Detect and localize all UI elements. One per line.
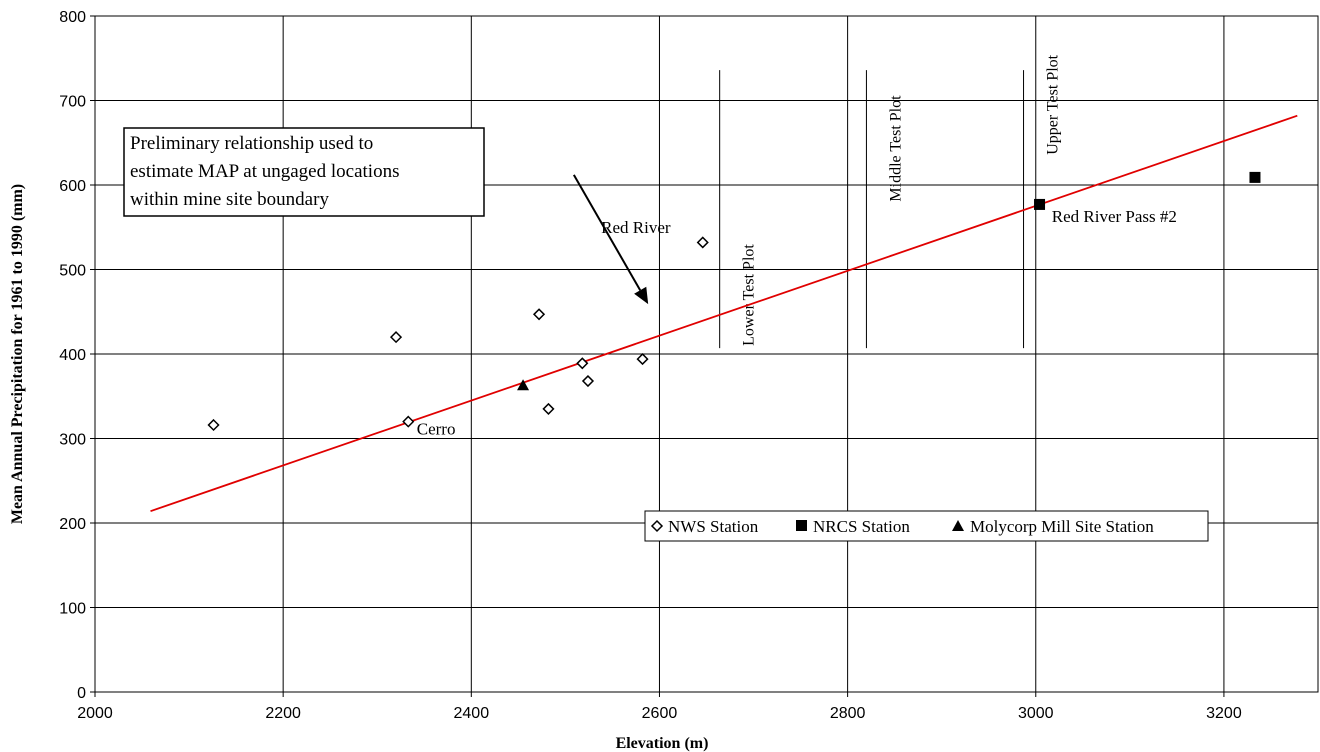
x-tick-label: 3000 <box>1018 705 1054 722</box>
point-labels: Red River Cerro Red River Pass #2 <box>417 207 1177 438</box>
y-tick-label: 500 <box>59 263 86 280</box>
y-tick-label: 100 <box>59 601 86 618</box>
y-tick-label: 700 <box>59 94 86 111</box>
callout-arrow <box>572 174 649 305</box>
nrcs-station-point <box>1249 171 1261 183</box>
callout-line-3: within mine site boundary <box>130 189 329 210</box>
x-tick-label: 2000 <box>77 705 113 722</box>
x-axis-title: Elevation (m) <box>616 735 709 752</box>
nws-station-point <box>207 418 220 432</box>
y-tick-label: 400 <box>59 347 86 364</box>
grid <box>94 15 1319 693</box>
nws-station-point <box>532 308 546 321</box>
nws-station-point <box>542 402 555 415</box>
legend-molycorp-marker <box>952 520 964 531</box>
test-plot-label: Lower Test Plot <box>741 244 758 346</box>
arrow-shaft <box>572 174 642 291</box>
point-label: Cerro <box>417 419 456 438</box>
legend-nws-marker <box>650 519 664 533</box>
test-plot-label: Upper Test Plot <box>1045 54 1062 154</box>
y-tick-label: 200 <box>59 516 86 533</box>
y-tick-label: 300 <box>59 432 86 449</box>
point-label: Red River Pass #2 <box>1052 207 1177 226</box>
molycorp-station-point <box>517 379 530 391</box>
y-axis-title: Mean Annual Precipitation for 1961 to 19… <box>9 184 26 524</box>
y-tick-label: 800 <box>59 9 86 26</box>
callout-frame <box>123 127 485 217</box>
x-tick-label: 2800 <box>830 705 866 722</box>
nws-station-point <box>402 415 415 428</box>
callout-line-1: Preliminary relationship used to <box>130 133 373 154</box>
trendline <box>150 114 1298 513</box>
nws-station-point <box>389 331 403 344</box>
nrcs-station-point <box>1034 198 1046 210</box>
legend-nws-label: NWS Station <box>668 517 759 536</box>
callout-line-2: estimate MAP at ungaged locations <box>130 161 399 182</box>
y-tick-label: 600 <box>59 178 86 195</box>
callout-box: Preliminary relationship used to estimat… <box>123 127 485 217</box>
legend-nrcs-label: NRCS Station <box>813 517 910 536</box>
legend: NWS Station NRCS Station Molycorp Mill S… <box>644 510 1209 542</box>
nws-station-point <box>581 374 595 388</box>
x-tick-label: 2400 <box>454 705 490 722</box>
nws-station-point <box>636 353 649 366</box>
point-label: Red River <box>601 218 671 237</box>
arrow-head <box>634 286 649 305</box>
trendline-layer <box>150 114 1298 513</box>
legend-nrcs-marker <box>796 520 807 531</box>
legend-frame <box>644 510 1209 542</box>
x-axis-ticks: 2000 2200 2400 2600 2800 3000 3200 <box>77 692 1242 722</box>
legend-molycorp-label: Molycorp Mill Site Station <box>970 517 1154 536</box>
x-tick-label: 2200 <box>265 705 301 722</box>
data-points <box>207 171 1261 432</box>
y-axis-ticks: 0 100 200 300 400 500 600 700 800 <box>59 9 95 702</box>
nws-station-point <box>576 357 589 370</box>
test-plot-lines: Lower Test Plot Middle Test Plot Upper Tes… <box>719 54 1062 349</box>
x-tick-label: 2600 <box>642 705 678 722</box>
nws-station-point <box>696 236 709 249</box>
y-tick-label: 0 <box>77 685 86 702</box>
x-tick-label: 3200 <box>1206 705 1242 722</box>
test-plot-label: Middle Test Plot <box>887 95 904 202</box>
